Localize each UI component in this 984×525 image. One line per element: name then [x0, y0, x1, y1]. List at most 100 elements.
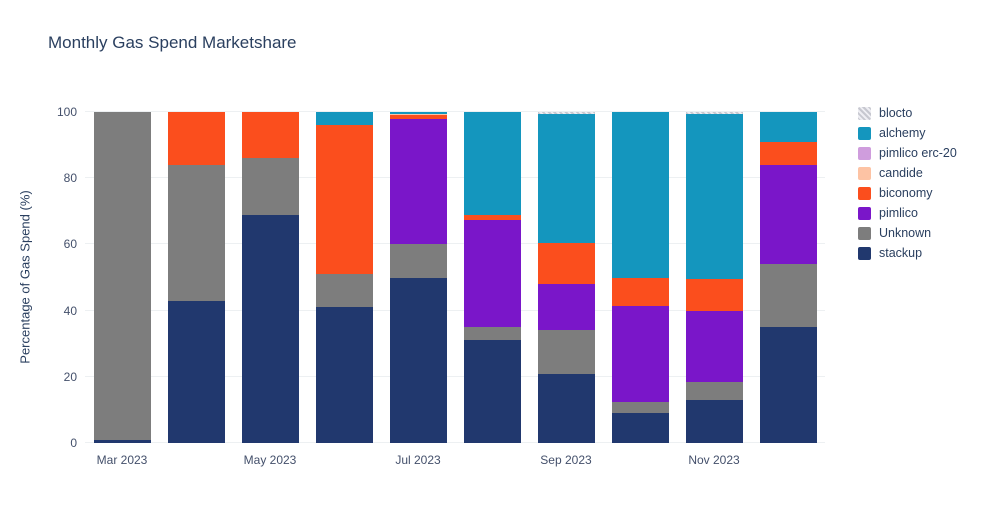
y-tick-label: 20: [63, 369, 77, 384]
bar-dec-2023: [759, 112, 817, 443]
gridline: [85, 177, 825, 179]
bar-segment-pimlico[interactable]: [463, 219, 521, 328]
legend-swatch-pimlico: [858, 206, 871, 220]
y-tick-label: 0: [70, 436, 77, 450]
bar-segment-stackup[interactable]: [315, 307, 373, 443]
bar-jun-2023: [315, 112, 373, 443]
bar-slot: [381, 112, 455, 443]
legend-item-alchemy[interactable]: alchemy: [858, 126, 957, 140]
bar-segment-unknown[interactable]: [463, 327, 521, 341]
bar-segment-candide[interactable]: [389, 113, 447, 116]
y-tick-label: 80: [63, 171, 77, 186]
bar-aug-2023: [463, 112, 521, 443]
bar-slot: [85, 112, 159, 443]
x-tick-label: May 2023: [243, 453, 297, 467]
bar-segment-stackup[interactable]: [389, 277, 447, 443]
legend-label: candide: [879, 166, 923, 180]
bar-jul-2023: [389, 112, 447, 443]
bar-segment-unknown[interactable]: [167, 164, 225, 301]
bar-slot: [307, 112, 381, 443]
legend-item-candide[interactable]: candide: [858, 166, 957, 180]
bar-segment-alchemy[interactable]: [389, 112, 447, 114]
gridline: [85, 309, 825, 311]
bar-sep-2023: [537, 112, 595, 443]
bar-slot: [751, 112, 825, 443]
y-tick-label: 60: [63, 237, 77, 252]
bar-segment-stackup[interactable]: [759, 327, 817, 443]
bar-segment-unknown[interactable]: [389, 244, 447, 278]
legend-item-stackup[interactable]: stackup: [858, 246, 957, 260]
bar-segment-stackup[interactable]: [611, 413, 669, 443]
bar-segment-alchemy[interactable]: [537, 113, 595, 243]
chart-title: Monthly Gas Spend Marketshare: [48, 33, 297, 52]
bar-segment-stackup[interactable]: [463, 340, 521, 443]
bar-segment-unknown[interactable]: [93, 112, 151, 440]
legend: blocto alchemy pimlico erc-20 candide bicono…: [858, 106, 957, 260]
bar-segment-pimlico[interactable]: [685, 310, 743, 382]
x-tick-label: Jul 2023: [395, 453, 441, 467]
bar-segment-alchemy[interactable]: [611, 112, 669, 278]
bar-segment-unknown[interactable]: [611, 401, 669, 414]
bar-segment-stackup[interactable]: [93, 439, 151, 443]
legend-swatch-stackup: [858, 246, 871, 260]
legend-label: pimlico: [879, 206, 918, 220]
bar-segment-pimlico[interactable]: [537, 284, 595, 331]
x-tick-label: Mar 2023: [96, 453, 148, 467]
bar-nov-2023: [685, 112, 743, 443]
legend-item-unknown[interactable]: Unknown: [858, 226, 957, 240]
gridline: [85, 243, 825, 245]
bar-segment-biconomy[interactable]: [167, 112, 225, 165]
bar-segment-biconomy[interactable]: [611, 277, 669, 306]
y-tick-label: 100: [56, 105, 77, 119]
bar-slot: [677, 112, 751, 443]
bar-segment-stackup[interactable]: [241, 214, 299, 443]
bar-segment-biconomy[interactable]: [389, 115, 447, 119]
legend-item-pimlico-erc-20[interactable]: pimlico erc-20: [858, 146, 957, 160]
bar-mar-2023: [93, 112, 151, 443]
legend-item-biconomy[interactable]: biconomy: [858, 186, 957, 200]
bar-segment-biconomy[interactable]: [537, 242, 595, 285]
bar-segment-alchemy[interactable]: [463, 112, 521, 215]
legend-swatch-unknown: [858, 226, 871, 240]
bar-segment-unknown[interactable]: [241, 158, 299, 215]
bar-segment-blocto[interactable]: [685, 112, 743, 114]
bar-segment-biconomy[interactable]: [241, 112, 299, 159]
legend-swatch-candide: [858, 166, 871, 180]
bar-segment-unknown[interactable]: [759, 264, 817, 328]
bar-segment-unknown[interactable]: [315, 274, 373, 308]
bar-segment-alchemy[interactable]: [315, 112, 373, 126]
bars: [85, 112, 825, 443]
bar-segment-pimlico[interactable]: [759, 164, 817, 265]
bar-segment-biconomy[interactable]: [315, 125, 373, 275]
bar-segment-unknown[interactable]: [537, 330, 595, 374]
bar-segment-pimlico[interactable]: [389, 118, 447, 245]
bar-segment-biconomy[interactable]: [759, 141, 817, 165]
legend-label: pimlico erc-20: [879, 146, 957, 160]
bar-segment-stackup[interactable]: [167, 300, 225, 443]
bar-segment-alchemy[interactable]: [685, 113, 743, 280]
legend-swatch-alchemy: [858, 126, 871, 140]
legend-swatch-pimlico-erc-20: [858, 146, 871, 160]
bar-segment-unknown[interactable]: [685, 381, 743, 400]
gridline: [85, 442, 825, 443]
bar-segment-stackup[interactable]: [685, 399, 743, 443]
legend-label: biconomy: [879, 186, 933, 200]
legend-swatch-blocto: [858, 106, 871, 120]
bar-segment-biconomy[interactable]: [685, 279, 743, 311]
legend-item-pimlico[interactable]: pimlico: [858, 206, 957, 220]
bar-segment-alchemy[interactable]: [759, 112, 817, 142]
legend-item-blocto[interactable]: blocto: [858, 106, 957, 120]
y-axis-label: Percentage of Gas Spend (%): [17, 190, 33, 364]
bar-oct-2023: [611, 112, 669, 443]
plot-area: 0 20 40 60 80 100 Mar 2023 May 2023 Jul 2023 Sep…: [57, 105, 825, 467]
bar-segment-biconomy[interactable]: [463, 214, 521, 220]
bar-slot: [455, 112, 529, 443]
x-tick-label: Sep 2023: [540, 453, 592, 467]
bar-segment-stackup[interactable]: [537, 373, 595, 443]
bar-slot: [159, 112, 233, 443]
bar-segment-pimlico[interactable]: [611, 305, 669, 402]
legend-label: Unknown: [879, 226, 932, 240]
bar-slot: [233, 112, 307, 443]
bar-segment-blocto[interactable]: [537, 112, 595, 114]
